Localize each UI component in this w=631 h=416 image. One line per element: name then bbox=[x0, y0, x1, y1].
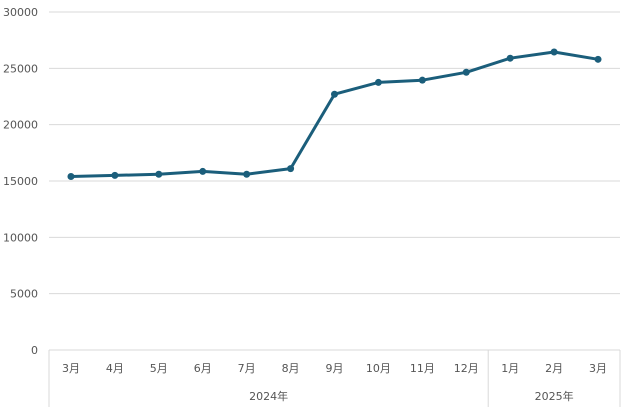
x-tick-label: 3月 bbox=[589, 362, 607, 375]
x-tick-label: 9月 bbox=[326, 362, 344, 375]
x-tick-label: 10月 bbox=[366, 362, 391, 375]
y-tick-label: 0 bbox=[31, 344, 38, 357]
data-point bbox=[67, 172, 75, 180]
data-point bbox=[287, 165, 295, 173]
x-axis-tick-labels: 3月 4月 5月 6月 7月 8月 9月 10月 11月 12月 1月 2月 3月 bbox=[62, 362, 607, 375]
data-point bbox=[462, 68, 470, 76]
y-tick-label: 30000 bbox=[3, 6, 38, 19]
data-point bbox=[506, 54, 514, 62]
x-tick-label: 2月 bbox=[545, 362, 563, 375]
x-tick-label: 8月 bbox=[282, 362, 300, 375]
y-axis-tick-labels: 0 5000 10000 15000 20000 25000 30000 bbox=[3, 6, 38, 357]
x-tick-label: 6月 bbox=[194, 362, 212, 375]
y-tick-label: 5000 bbox=[10, 288, 38, 301]
x-tick-label: 12月 bbox=[454, 362, 479, 375]
y-tick-label: 10000 bbox=[3, 231, 38, 244]
y-tick-label: 25000 bbox=[3, 62, 38, 75]
data-point bbox=[111, 171, 119, 179]
x-axis-group-labels: 2024年 2025年 bbox=[249, 389, 573, 403]
x-group-label: 2024年 bbox=[249, 389, 288, 403]
x-tick-label: 7月 bbox=[238, 362, 256, 375]
x-tick-label: 5月 bbox=[150, 362, 168, 375]
data-point bbox=[199, 167, 207, 175]
data-point bbox=[374, 78, 382, 86]
x-tick-label: 1月 bbox=[501, 362, 519, 375]
data-point bbox=[418, 76, 426, 84]
y-tick-label: 15000 bbox=[3, 175, 38, 188]
series bbox=[67, 48, 602, 180]
series-line bbox=[69, 50, 600, 178]
data-point bbox=[155, 170, 163, 178]
data-point bbox=[550, 48, 558, 56]
x-group-label: 2025年 bbox=[535, 389, 574, 403]
x-tick-label: 11月 bbox=[410, 362, 435, 375]
data-point bbox=[243, 170, 251, 178]
data-point bbox=[594, 55, 602, 63]
gridlines bbox=[49, 11, 620, 295]
x-tick-label: 4月 bbox=[106, 362, 124, 375]
y-tick-label: 20000 bbox=[3, 119, 38, 132]
x-axis bbox=[48, 349, 621, 407]
data-point bbox=[331, 90, 338, 98]
x-tick-label: 3月 bbox=[62, 362, 80, 375]
